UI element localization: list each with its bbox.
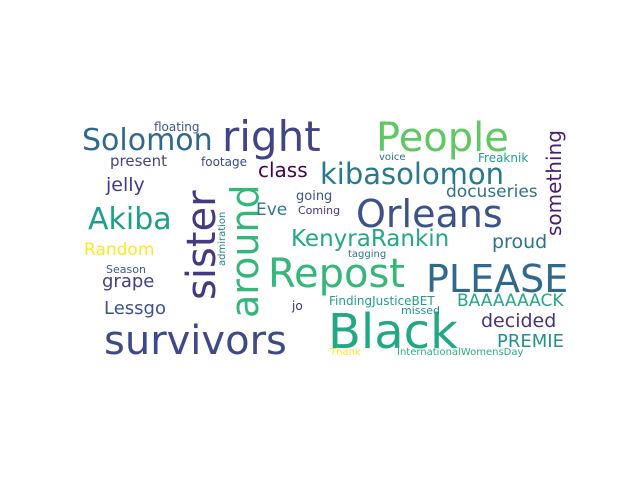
word-repost: Repost: [268, 251, 405, 297]
word-random: Random: [84, 240, 155, 260]
word-people: People: [376, 115, 509, 161]
word-please: PLEASE: [426, 257, 569, 301]
word-solomon: Solomon: [82, 123, 213, 158]
word-jelly: jelly: [106, 174, 145, 196]
word-freaknik: Freaknik: [478, 151, 529, 165]
word-missed: missed: [401, 304, 440, 317]
word-footage: footage: [201, 155, 247, 169]
word-class: class: [258, 158, 308, 182]
word-akiba: Akiba: [88, 202, 172, 237]
word-coming: Coming: [298, 204, 341, 217]
word-going: going: [296, 189, 333, 204]
word-survivors: survivors: [104, 318, 287, 364]
word-season: Season: [106, 263, 146, 276]
word-orleans: Orleans: [356, 192, 503, 236]
word-grape: grape: [102, 271, 155, 292]
word-decided: decided: [481, 310, 557, 332]
word-proud: proud: [492, 231, 548, 253]
word-kenyrarankin: KenyraRankin: [291, 226, 450, 252]
word-floating: floating: [154, 120, 200, 134]
word-present: present: [110, 152, 168, 170]
word-docuseries: docuseries: [446, 182, 538, 202]
word-black: Black: [328, 304, 458, 360]
word-tagging: tagging: [348, 249, 387, 260]
word-something: something: [542, 130, 566, 236]
word-kibasolomon: kibasolomon: [320, 157, 505, 191]
word-baaaaaack: BAAAAAACK: [457, 291, 564, 311]
word-admiration: admiration: [217, 211, 228, 266]
word-findingjusticebet: FindingJusticeBET: [329, 294, 435, 308]
word-thank: Thank: [330, 347, 361, 358]
word-premie: PREMIE: [497, 331, 564, 352]
word-sister: sister: [179, 190, 225, 300]
word-voice: voice: [379, 152, 406, 163]
word-right: right: [222, 112, 321, 161]
word-internationalwomensday: InternationalWomensDay: [397, 347, 524, 358]
word-jo: jo: [292, 299, 303, 313]
word-eve: Eve: [256, 200, 288, 220]
word-lessgo: Lessgo: [104, 298, 166, 319]
